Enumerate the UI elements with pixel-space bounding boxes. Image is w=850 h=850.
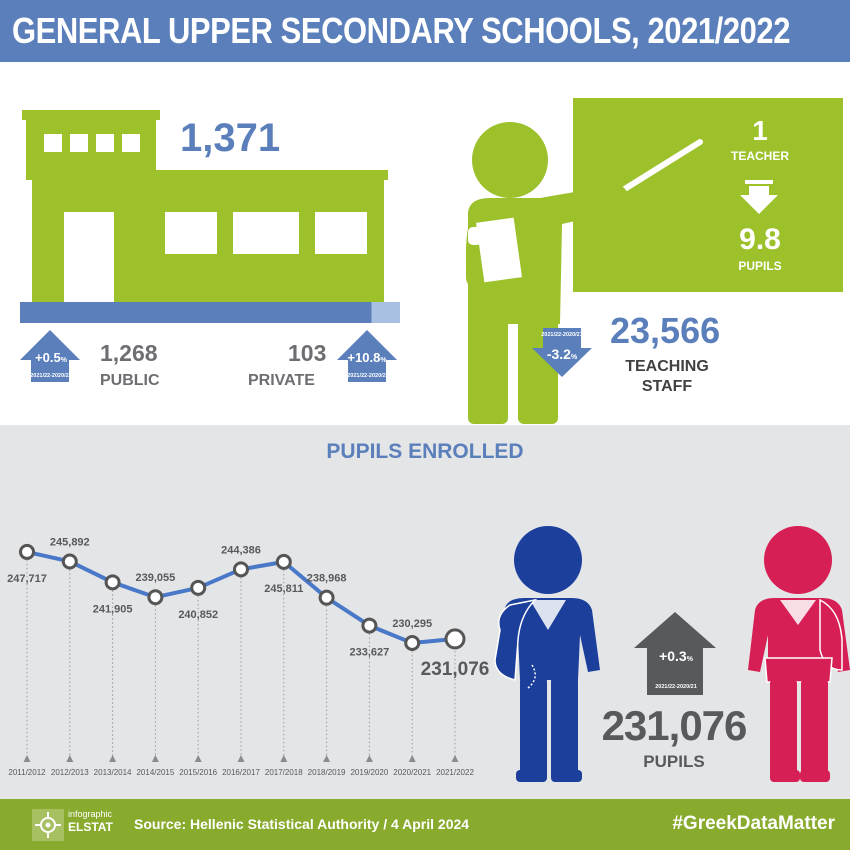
public-change-period: 2021/22-2020/21 — [30, 373, 72, 379]
data-label: 233,627 — [350, 647, 390, 659]
x-tick-label: 2015/2016 — [179, 768, 217, 777]
axis-marker — [323, 755, 331, 762]
footer-source: Source: Hellenic Statistical Authority /… — [134, 816, 470, 832]
private-change-period: 2021/22-2020/21 — [347, 373, 389, 379]
public-schools-label: PUBLIC — [100, 372, 160, 389]
data-label: 247,717 — [7, 573, 47, 585]
data-point — [104, 574, 121, 591]
pupils-change-period: 2021/22-2020/21 — [655, 684, 697, 690]
x-tick-label: 2019/2020 — [350, 768, 388, 777]
public-share-bar — [20, 302, 372, 323]
data-point — [318, 589, 335, 606]
private-schools-value: 103 — [288, 340, 327, 366]
data-label: 240,852 — [178, 609, 218, 621]
x-tick-label: 2020/2021 — [393, 768, 431, 777]
data-point — [147, 589, 164, 606]
private-share-bar — [371, 302, 400, 323]
data-point — [444, 628, 466, 650]
pupils-change-value: +0.3 — [659, 648, 687, 664]
teacher-figure-icon — [465, 122, 703, 424]
data-point — [404, 635, 421, 652]
public-schools-value: 1,268 — [100, 340, 158, 366]
staff-change: -3.2% — [536, 346, 588, 362]
x-tick-label: 2018/2019 — [308, 768, 346, 777]
x-tick-label: 2011/2012 — [8, 768, 46, 777]
ratio-pupils-value: 9.8 — [739, 223, 781, 256]
page-title: GENERAL UPPER SECONDARY SCHOOLS, 2021/20… — [12, 10, 790, 51]
data-label: 230,295 — [392, 618, 432, 630]
teaching-staff-label-2: STAFF — [641, 378, 693, 395]
change-up-arrow-icon — [634, 612, 716, 695]
data-label: 239,055 — [136, 572, 176, 584]
staff-change-value: -3.2 — [546, 346, 571, 362]
private-schools-label: PRIVATE — [248, 372, 315, 389]
axis-marker — [365, 755, 373, 762]
ratio-teacher-label: TEACHER — [730, 149, 789, 163]
public-change-unit: % — [60, 357, 67, 364]
axis-marker — [237, 755, 245, 762]
private-change-arrow-icon — [337, 330, 397, 382]
pupils-label: PUPILS — [643, 752, 705, 771]
ratio-pupils-label: PUPILS — [738, 259, 782, 273]
logo-line-1: infographic — [68, 809, 113, 819]
x-tick-label: 2014/2015 — [136, 768, 174, 777]
x-tick-label: 2021/2022 — [436, 768, 474, 777]
school-illustration — [20, 110, 400, 382]
axis-marker — [23, 755, 31, 762]
axis-marker — [66, 755, 74, 762]
data-point — [361, 617, 378, 634]
pupils-change-unit: % — [686, 656, 693, 663]
pupils-section-title: PUPILS ENROLLED — [326, 440, 524, 463]
pupils-change: +0.3% — [648, 648, 704, 664]
data-label: 241,905 — [93, 603, 133, 615]
footer-bar: infographic ELSTAT Source: Hellenic Stat… — [0, 799, 850, 850]
logo-line-2: ELSTAT — [68, 820, 113, 834]
pupils-line-chart: 2011/2012 2012/2013 2013/2014 2014/2015 2015… — [7, 536, 490, 777]
staff-change-down-arrow-icon — [532, 328, 592, 377]
elstat-logo-icon — [32, 809, 64, 841]
data-point — [275, 553, 292, 570]
data-point — [233, 561, 249, 578]
x-tick-label: 2017/2018 — [265, 768, 303, 777]
private-change-value: +10.8 — [347, 350, 381, 365]
axis-marker — [280, 755, 288, 762]
x-tick-label: 2016/2017 — [222, 768, 260, 777]
data-label: 231,076 — [421, 659, 490, 680]
ratio-down-arrow-icon — [740, 180, 778, 214]
axis-marker — [451, 755, 459, 762]
pupils-total: 231,076 — [601, 702, 748, 749]
pupils-section — [0, 425, 850, 799]
teaching-staff-label-1: TEACHING — [625, 358, 709, 375]
x-tick-label: 2013/2014 — [94, 768, 132, 777]
staff-change-unit: % — [570, 354, 578, 361]
teacher-illustration — [465, 98, 843, 424]
boy-pupil-icon — [494, 526, 600, 782]
data-label: 244,386 — [221, 544, 261, 556]
data-label: 245,892 — [50, 536, 90, 548]
ratio-teacher-value: 1 — [752, 115, 768, 146]
girl-pupil-icon — [748, 526, 850, 782]
data-point — [61, 553, 78, 570]
data-label: 238,968 — [307, 573, 347, 585]
footer-hashtag: #GreekDataMatter — [672, 813, 835, 834]
axis-marker — [194, 755, 202, 762]
data-point — [190, 579, 207, 596]
axis-marker — [109, 755, 117, 762]
axis-marker — [151, 755, 159, 762]
public-change-arrow-icon — [20, 330, 80, 382]
public-change: +0.5% — [30, 350, 72, 365]
public-change-value: +0.5 — [35, 350, 61, 365]
teaching-staff-value: 23,566 — [610, 310, 721, 351]
data-label: 245,811 — [264, 583, 303, 595]
axis-marker — [408, 755, 416, 762]
x-tick-label: 2012/2013 — [51, 768, 89, 777]
staff-change-period: 2021/22-2020/21 — [541, 332, 583, 338]
pupils-illustration — [494, 526, 850, 782]
header-bar: GENERAL UPPER SECONDARY SCHOOLS, 2021/20… — [0, 0, 850, 62]
private-change: +10.8% — [342, 350, 392, 365]
private-change-unit: % — [380, 357, 387, 364]
schools-total: 1,371 — [180, 116, 281, 160]
data-point — [19, 543, 35, 560]
school-building-icon — [22, 110, 388, 302]
